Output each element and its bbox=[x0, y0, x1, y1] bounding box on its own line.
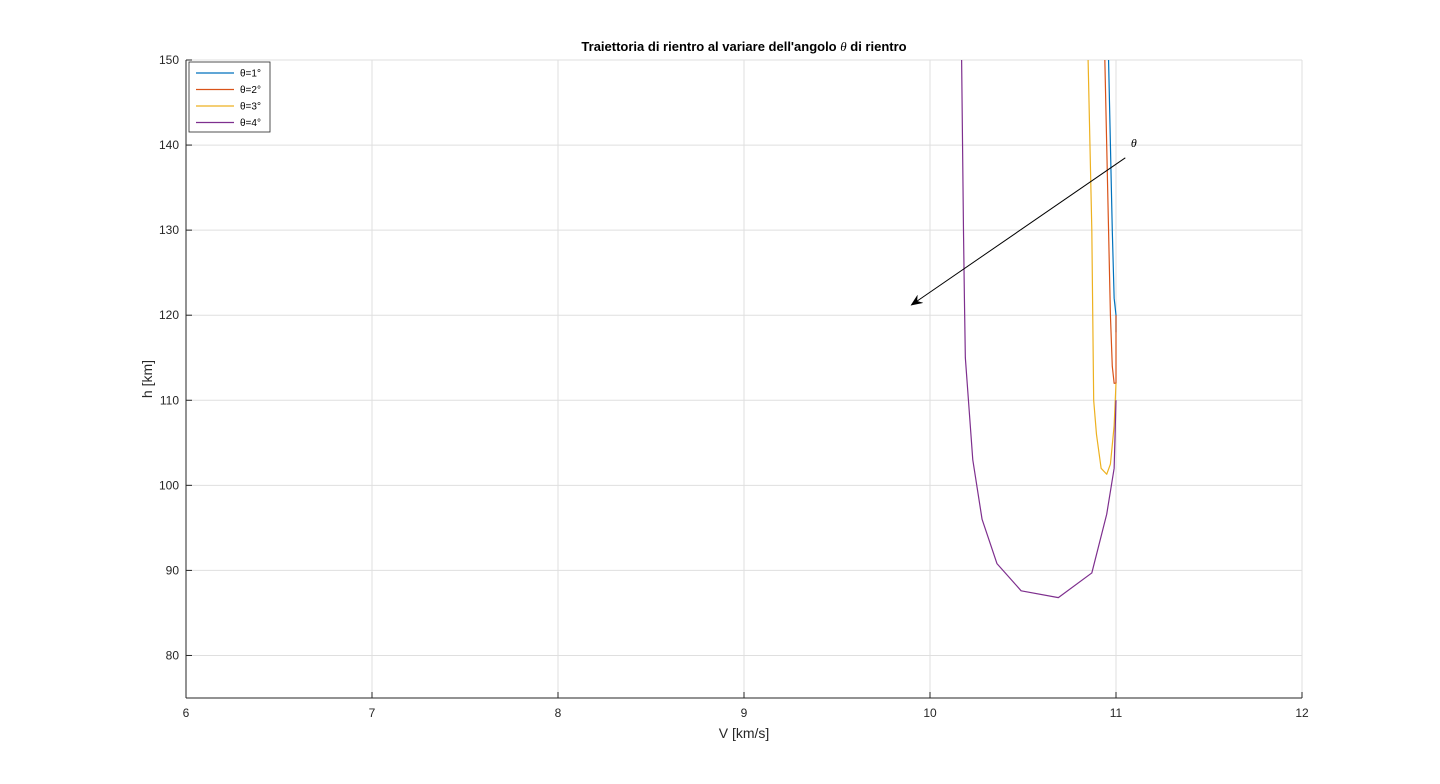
annotation-arrow bbox=[910, 157, 1126, 306]
chart-title: Traiettoria di rientro al variare dell'a… bbox=[581, 39, 906, 54]
y-tick-label: 140 bbox=[159, 138, 179, 152]
x-tick-label: 10 bbox=[923, 706, 937, 720]
x-tick-label: 6 bbox=[183, 706, 190, 720]
y-ticks: 80 90 100 110 120 130 140 150 bbox=[159, 53, 192, 662]
legend: θ=1° θ=2° θ=3° θ=4° bbox=[188, 61, 271, 133]
y-tick-label: 110 bbox=[160, 393, 179, 407]
legend-entry: θ=2° bbox=[240, 85, 261, 96]
y-tick-label: 150 bbox=[159, 53, 179, 67]
y-tick-label: 80 bbox=[166, 648, 180, 662]
y-tick-label: 100 bbox=[159, 478, 179, 492]
x-ticks: 6 7 8 9 10 11 12 bbox=[183, 692, 1309, 720]
annotation-label: θ bbox=[1131, 136, 1137, 150]
series-line-4 bbox=[961, 60, 1117, 599]
x-tick-label: 7 bbox=[369, 706, 376, 720]
y-tick-label: 120 bbox=[159, 308, 179, 322]
y-tick-label: 130 bbox=[159, 223, 179, 237]
series-layer bbox=[961, 60, 1117, 599]
series-line-2 bbox=[1104, 60, 1117, 384]
legend-entry: θ=1° bbox=[240, 69, 261, 80]
x-tick-label: 11 bbox=[1110, 706, 1123, 720]
y-axis-label: h [km] bbox=[139, 360, 155, 398]
series-line-3 bbox=[1087, 60, 1117, 475]
x-axis-label: V [km/s] bbox=[719, 725, 770, 741]
annotation: θ bbox=[910, 136, 1137, 306]
legend-box bbox=[188, 61, 271, 133]
legend-entry: θ=3° bbox=[240, 102, 261, 113]
x-tick-label: 12 bbox=[1295, 706, 1309, 720]
legend-entry: θ=4° bbox=[240, 118, 261, 129]
x-tick-label: 8 bbox=[555, 706, 562, 720]
x-tick-label: 9 bbox=[741, 706, 748, 720]
grid bbox=[185, 59, 1303, 698]
y-tick-label: 90 bbox=[166, 563, 180, 577]
